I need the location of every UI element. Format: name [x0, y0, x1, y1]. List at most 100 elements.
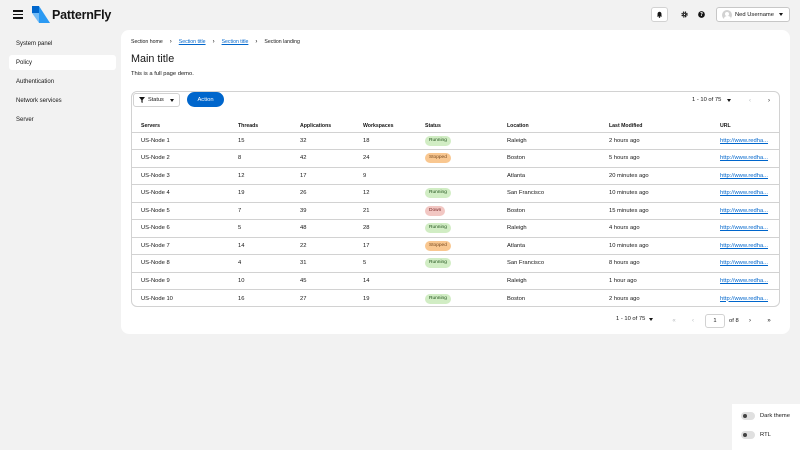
bell-icon: [656, 11, 663, 18]
rtl-toggle[interactable]: RTL: [741, 431, 771, 439]
toggle-switch[interactable]: [741, 412, 755, 420]
cell-location: Atlanta: [498, 236, 600, 255]
chevron-right-icon: ›: [255, 39, 258, 45]
cell-threads: 5: [229, 219, 291, 237]
table-row[interactable]: US-Node 10 16 27 19 Running Boston 2 hours ago…: [132, 289, 779, 307]
url-link[interactable]: http://www.redha...: [711, 219, 779, 237]
previous-page-button[interactable]: ‹: [692, 318, 694, 324]
sidebar-nav: System panel Policy Authentication Netwo…: [9, 36, 116, 131]
column-header-applications[interactable]: Applications: [300, 122, 332, 129]
sidebar-item-network-services[interactable]: Network services: [16, 97, 62, 104]
cell-modified: 10 minutes ago: [600, 184, 711, 202]
url-link[interactable]: http://www.redha...: [711, 184, 779, 202]
url-link[interactable]: http://www.redha...: [711, 131, 779, 150]
next-page-button[interactable]: ›: [768, 98, 770, 104]
cell-threads: 19: [229, 184, 291, 202]
cell-applications: 45: [291, 271, 354, 290]
cell-status: [416, 166, 498, 185]
table-row[interactable]: US-Node 7 14 22 17 Stopped Atlanta 10 minutes …: [132, 236, 779, 255]
url-link[interactable]: http://www.redha...: [711, 254, 779, 272]
brand-logo[interactable]: PatternFly: [32, 6, 111, 23]
page-description: This is a full page demo.: [131, 71, 194, 77]
table-row[interactable]: US-Node 5 7 39 21 Down Boston 15 minutes ago ht…: [132, 201, 779, 220]
servers-table: Servers Threads Applications Workspaces …: [132, 120, 779, 307]
cell-threads: 7: [229, 201, 291, 220]
cell-applications: 42: [291, 149, 354, 167]
cell-applications: 22: [291, 236, 354, 255]
column-header-last-modified[interactable]: Last Modified: [609, 122, 643, 129]
table-row[interactable]: US-Node 8 4 31 5 Running San Francisco 8 hours…: [132, 254, 779, 272]
previous-page-button[interactable]: ‹: [749, 98, 751, 104]
url-link[interactable]: http://www.redha...: [711, 149, 779, 167]
breadcrumb-link-section-title-2[interactable]: Section title: [221, 39, 249, 45]
url-link[interactable]: http://www.redha...: [711, 201, 779, 220]
cell-server: US-Node 7: [132, 236, 229, 255]
cell-location: Boston: [498, 201, 600, 220]
sidebar-item-server[interactable]: Server: [16, 116, 34, 123]
column-header-threads[interactable]: Threads: [238, 122, 259, 129]
table-row[interactable]: US-Node 4 19 26 12 Running San Francisco 10 mi…: [132, 184, 779, 202]
help-button[interactable]: ?: [695, 8, 707, 20]
first-page-button[interactable]: «: [672, 318, 676, 324]
url-link[interactable]: http://www.redha...: [711, 166, 779, 185]
cell-server: US-Node 1: [132, 131, 229, 150]
url-link[interactable]: http://www.redha...: [711, 271, 779, 290]
action-button[interactable]: Action: [187, 92, 224, 107]
dark-theme-toggle[interactable]: Dark theme: [741, 412, 790, 420]
question-circle-icon: ?: [697, 10, 705, 18]
brand-name: PatternFly: [52, 7, 112, 22]
theme-switcher-panel: Dark theme RTL: [732, 404, 800, 450]
url-link[interactable]: http://www.redha...: [711, 236, 779, 255]
main-content-card: Section home › Section title › Section t…: [121, 30, 790, 334]
url-link[interactable]: http://www.redha...: [711, 289, 779, 307]
status-filter-dropdown[interactable]: Status: [133, 93, 180, 107]
column-header-status[interactable]: Status: [425, 122, 441, 129]
dark-theme-label: Dark theme: [760, 413, 790, 419]
status-badge: Stopped: [425, 153, 451, 164]
caret-down-icon: [169, 98, 174, 102]
cell-applications: 17: [291, 166, 354, 185]
status-badge: Running: [425, 293, 451, 304]
status-badge: Running: [425, 135, 451, 146]
cell-location: Boston: [498, 289, 600, 307]
table-header-row: Servers Threads Applications Workspaces …: [132, 120, 779, 132]
table-row[interactable]: US-Node 6 5 48 28 Running Raleigh 4 hours ago h…: [132, 219, 779, 237]
breadcrumb: Section home › Section title › Section t…: [131, 39, 300, 45]
table-row[interactable]: US-Node 1 15 32 18 Running Raleigh 2 hours ago…: [132, 131, 779, 150]
sidebar-item-system-panel[interactable]: System panel: [16, 40, 53, 47]
column-header-url[interactable]: URL: [720, 122, 731, 129]
svg-text:?: ?: [700, 12, 703, 18]
cell-threads: 8: [229, 149, 291, 167]
cell-status: Stopped: [416, 149, 498, 167]
pagination-toggle-bottom[interactable]: 1 - 10 of 75: [616, 316, 654, 322]
cell-status: Running: [416, 131, 498, 150]
settings-button[interactable]: [678, 8, 690, 20]
column-header-servers[interactable]: Servers: [141, 122, 161, 129]
hamburger-menu-icon[interactable]: [13, 10, 23, 19]
pagination-toggle-top[interactable]: 1 - 10 of 75: [692, 97, 732, 103]
cell-modified: 15 minutes ago: [600, 201, 711, 220]
cell-server: US-Node 4: [132, 184, 229, 202]
notifications-button[interactable]: [651, 7, 668, 22]
next-page-button[interactable]: ›: [749, 318, 751, 324]
cell-modified: 1 hour ago: [600, 271, 711, 290]
table-row[interactable]: US-Node 3 12 17 9 Atlanta 20 minutes ago http:…: [132, 166, 779, 185]
user-dropdown[interactable]: Ned Username: [716, 7, 790, 22]
sidebar-item-policy[interactable]: Policy: [9, 55, 116, 70]
sidebar-item-authentication[interactable]: Authentication: [16, 78, 55, 85]
page-number-input[interactable]: [705, 314, 725, 328]
cell-status: Running: [416, 254, 498, 272]
last-page-button[interactable]: »: [767, 318, 771, 324]
cell-modified: 5 hours ago: [600, 149, 711, 167]
cell-applications: 32: [291, 131, 354, 150]
page-title: Main title: [131, 53, 175, 65]
table-row[interactable]: US-Node 9 10 45 14 Raleigh 1 hour ago http://w…: [132, 271, 779, 290]
pagination-bottom: 1 - 10 of 75 « ‹ of 8 › »: [121, 314, 790, 328]
cell-workspaces: 18: [354, 131, 416, 150]
breadcrumb-link-section-title-1[interactable]: Section title: [178, 39, 206, 45]
column-header-workspaces[interactable]: Workspaces: [363, 122, 394, 129]
toggle-switch[interactable]: [741, 431, 755, 439]
pagination-range-text: 1 - 10 of 75: [616, 316, 646, 322]
column-header-location[interactable]: Location: [507, 122, 529, 129]
table-row[interactable]: US-Node 2 8 42 24 Stopped Boston 5 hours ago ht…: [132, 149, 779, 167]
